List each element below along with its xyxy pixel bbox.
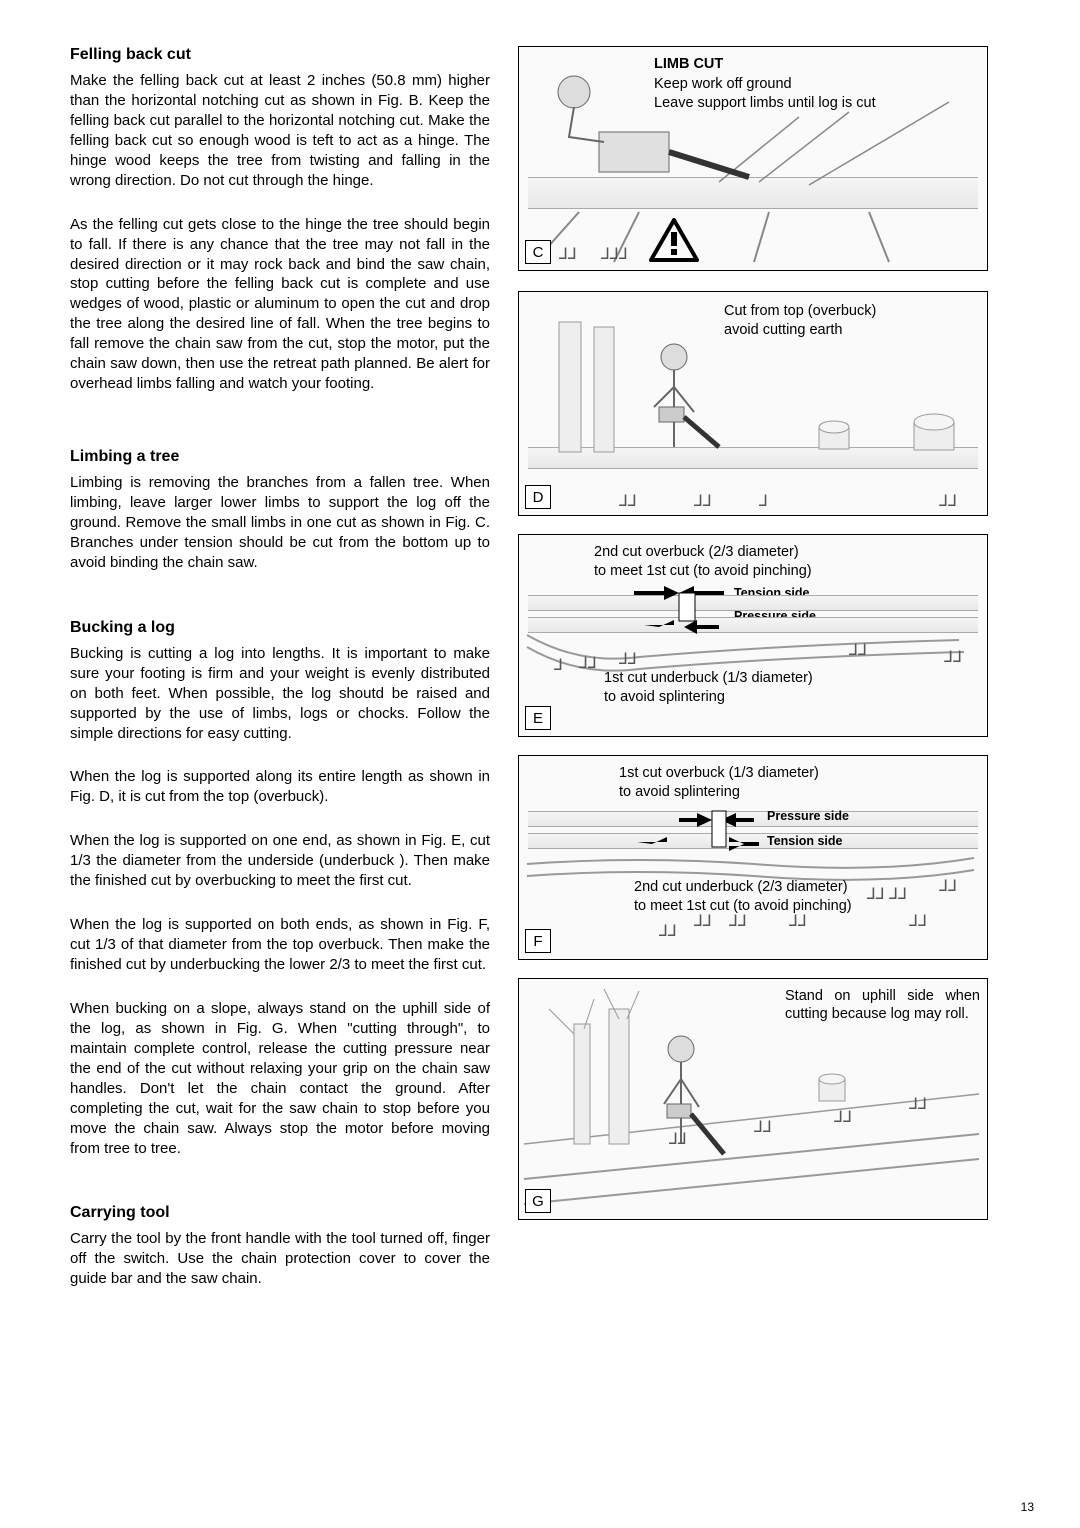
figure-g: Stand on uphill side when cutting becaus… — [518, 978, 988, 1220]
bucking-p5: When bucking on a slope, always stand on… — [70, 999, 490, 1159]
fig-e-bot1: 1st cut underbuck (1/3 diameter) — [604, 669, 813, 687]
fig-f-bot1: 2nd cut underbuck (2/3 diameter) — [634, 878, 848, 896]
figure-c: LIMB CUT Keep work off ground Leave supp… — [518, 46, 988, 271]
fig-f-label: F — [525, 929, 551, 953]
fig-e-drawing — [519, 535, 987, 736]
figure-e: 2nd cut overbuck (2/3 diameter) to meet … — [518, 534, 988, 737]
fig-e-label: E — [525, 706, 551, 730]
limbing-p1: Limbing is removing the branches from a … — [70, 473, 490, 573]
carrying-p1: Carry the tool by the front handle with … — [70, 1229, 490, 1289]
heading-felling: Felling back cut — [70, 46, 490, 64]
bucking-p1: Bucking is cutting a log into lengths. I… — [70, 644, 490, 744]
fig-e-bot2: to avoid splintering — [604, 688, 725, 706]
bucking-p4: When the log is supported on both ends, … — [70, 915, 490, 975]
right-column: LIMB CUT Keep work off ground Leave supp… — [518, 46, 988, 1313]
fig-g-label: G — [525, 1189, 551, 1213]
felling-p1: Make the felling back cut at least 2 inc… — [70, 71, 490, 191]
bucking-p3: When the log is supported on one end, as… — [70, 831, 490, 891]
heading-bucking: Bucking a log — [70, 619, 490, 637]
heading-limbing: Limbing a tree — [70, 448, 490, 466]
bucking-p2: When the log is supported along its enti… — [70, 767, 490, 807]
fig-c-label: C — [525, 240, 551, 264]
fig-c-drawing — [519, 47, 987, 270]
fig-d-drawing — [519, 292, 987, 515]
left-column: Felling back cut Make the felling back c… — [70, 46, 490, 1313]
page-number: 13 — [1021, 1500, 1034, 1514]
heading-carrying: Carrying tool — [70, 1204, 490, 1222]
figure-f: 1st cut overbuck (1/3 diameter) to avoid… — [518, 755, 988, 960]
figure-d: Cut from top (overbuck) avoid cutting ea… — [518, 291, 988, 516]
felling-p2: As the felling cut gets close to the hin… — [70, 215, 490, 394]
fig-d-label: D — [525, 485, 551, 509]
warning-icon — [649, 218, 699, 262]
